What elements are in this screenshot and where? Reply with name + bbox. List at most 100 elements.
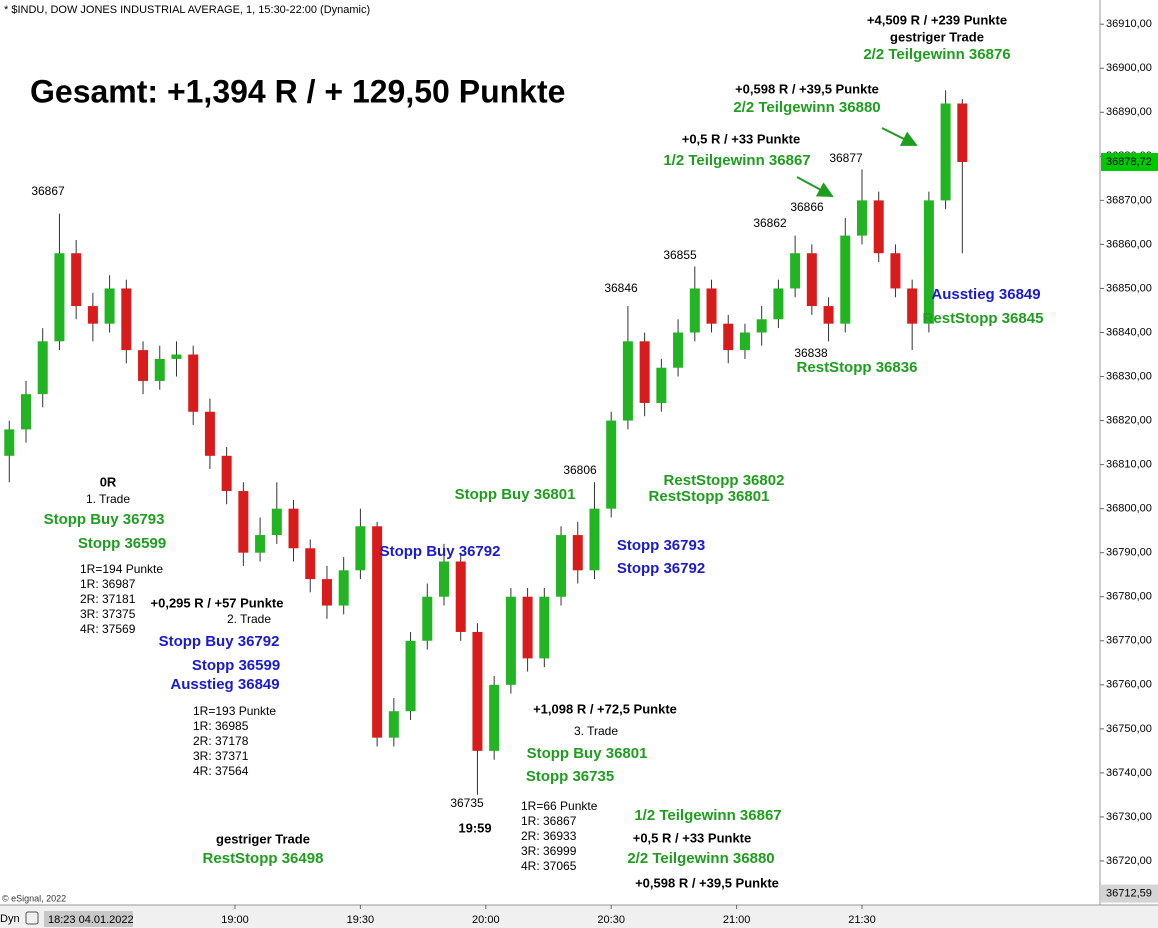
annotation: 2. Trade	[227, 612, 271, 626]
candle-body	[204, 411, 215, 456]
annotation: 2/2 Teilgewinn 36876	[863, 46, 1010, 63]
candle-body	[188, 354, 199, 412]
cursor-box	[44, 911, 133, 927]
annotation: 2R: 36933	[521, 829, 577, 843]
annotation: Stopp 36792	[617, 560, 705, 577]
annotation: 4R: 37564	[193, 764, 249, 778]
price-label-box	[1101, 152, 1158, 171]
annotation: +0,5 R / +33 Punkte	[633, 830, 752, 845]
candle-body	[739, 332, 750, 351]
candle-body	[321, 579, 332, 606]
annotation: 4R: 37065	[521, 859, 577, 873]
candle-body	[572, 535, 583, 571]
price-label-box	[1101, 884, 1158, 903]
y-tick-label: 36780,00	[1106, 591, 1152, 603]
annotation: 36838	[794, 346, 828, 360]
annotation: Stopp Buy 36793	[44, 511, 165, 528]
annotation: Ausstieg 36849	[170, 676, 279, 693]
candle-body	[37, 341, 48, 395]
arrow	[796, 176, 834, 197]
annotation: 2R: 37181	[80, 592, 136, 606]
annotation: gestriger Trade	[216, 831, 310, 846]
chart-title: * $INDU, DOW JONES INDUSTRIAL AVERAGE, 1…	[4, 4, 370, 16]
annotation: Stopp Buy 36801	[527, 745, 648, 762]
candle-body	[104, 288, 115, 324]
candle-body	[689, 288, 700, 333]
annotation: RestStopp 36801	[649, 488, 770, 505]
candle-body	[639, 341, 650, 403]
annotation: 1R=194 Punkte	[80, 562, 163, 576]
candle-body	[622, 341, 633, 421]
y-tick-label: 36720,00	[1106, 855, 1152, 867]
annotation: 1. Trade	[86, 492, 130, 506]
y-tick-label: 36850,00	[1106, 282, 1152, 294]
annotation: 36877	[829, 151, 863, 165]
annotation: 1/2 Teilgewinn 36867	[634, 807, 781, 824]
y-tick-label: 36840,00	[1106, 326, 1152, 338]
y-tick-label: 36870,00	[1106, 194, 1152, 206]
y-tick-label: 36750,00	[1106, 723, 1152, 735]
candle-body	[706, 288, 717, 324]
candle-body	[455, 561, 466, 632]
candle-body	[840, 235, 851, 324]
candle-body	[489, 684, 500, 751]
annotation: 36855	[663, 248, 697, 262]
candle-body	[756, 319, 767, 333]
y-tick-label: 36770,00	[1106, 635, 1152, 647]
x-tick-label: 21:00	[723, 914, 751, 926]
x-tick-label: 19:00	[221, 914, 249, 926]
annotation: RestStopp 36845	[923, 310, 1044, 327]
annotation: Stopp Buy 36792	[159, 633, 280, 650]
candle-body	[355, 526, 366, 571]
candle-body	[388, 711, 399, 738]
candle-body	[238, 491, 249, 553]
candle-body	[556, 535, 567, 597]
annotation: 0R	[100, 474, 117, 489]
candle-body	[372, 526, 383, 738]
annotation: 1R=193 Punkte	[193, 704, 276, 718]
price-label: 36712,59	[1106, 888, 1152, 900]
candle-body	[823, 306, 834, 324]
candle-body	[923, 200, 934, 324]
candle-body	[422, 596, 433, 641]
candle-body	[305, 548, 316, 580]
annotation: 36846	[604, 281, 638, 295]
candle-body	[71, 253, 82, 307]
annotation: 3R: 36999	[521, 844, 577, 858]
price-label: 36878,72	[1106, 156, 1152, 168]
candle-body	[890, 253, 901, 289]
annotation: 36735	[450, 796, 484, 810]
candle-body	[54, 253, 65, 342]
candle-body	[873, 200, 884, 254]
mode: Dyn	[0, 913, 20, 925]
y-tick-label: 36820,00	[1106, 414, 1152, 426]
annotation: +0,295 R / +57 Punkte	[151, 595, 284, 610]
annotation: Stopp Buy 36792	[380, 543, 501, 560]
lock-icon	[25, 911, 39, 925]
candle-body	[221, 455, 232, 492]
annotation: 1R=66 Punkte	[521, 799, 598, 813]
y-tick-label: 36830,00	[1106, 370, 1152, 382]
y-tick-label: 36790,00	[1106, 547, 1152, 559]
candle-body	[472, 631, 483, 751]
annotation: Stopp Buy 36801	[455, 486, 576, 503]
y-tick-label: 36900,00	[1106, 62, 1152, 74]
time-axis-bar	[0, 905, 1158, 928]
candle-body	[589, 508, 600, 571]
annotation: +1,098 R / +72,5 Punkte	[533, 701, 677, 716]
candle-body	[21, 394, 31, 430]
annotation: 36806	[563, 463, 597, 477]
candle-body	[907, 288, 918, 324]
annotation: 1R: 36987	[80, 577, 136, 591]
annotation: 2R: 37178	[193, 734, 249, 748]
annotation: +0,598 R / +39,5 Punkte	[635, 875, 779, 890]
annotation: 2/2 Teilgewinn 36880	[733, 99, 880, 116]
y-tick-label: 36800,00	[1106, 503, 1152, 515]
candle-body	[87, 306, 98, 324]
candle-body	[338, 570, 349, 606]
annotation: 1/2 Teilgewinn 36867	[663, 152, 810, 169]
annotation: +4,509 R / +239 Punkte	[867, 12, 1007, 27]
annotation: 36866	[790, 200, 824, 214]
annotation: Stopp 36599	[78, 535, 166, 552]
candle-body	[121, 288, 132, 351]
